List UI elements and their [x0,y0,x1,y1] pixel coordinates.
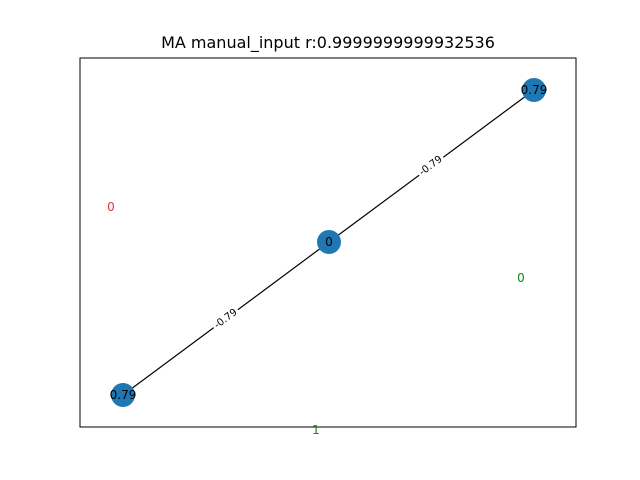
annotations-layer: 0 0 1 [107,200,525,437]
node-label-center: 0 [325,235,333,249]
edge-label-bottom-left-center: -0.79 [209,304,242,333]
node-top-right [522,78,546,102]
node-label-top-right: 0.79 [521,83,548,97]
node-bottom-left [111,383,135,407]
node-center [317,230,341,254]
annotation-red-zero: 0 [107,200,115,214]
nodes-layer [111,78,546,407]
annotation-green-one: 1 [312,423,320,437]
axes-frame [79,57,577,428]
edge-label-center-top-right: -0.79 [414,151,447,180]
node-label-bottom-left: 0.79 [110,388,137,402]
annotation-green-zero: 0 [517,271,525,285]
chart-title: MA manual_input r:0.9999999999932536 [161,33,495,52]
node-labels-layer: 0.79 0 0.79 [110,83,548,402]
